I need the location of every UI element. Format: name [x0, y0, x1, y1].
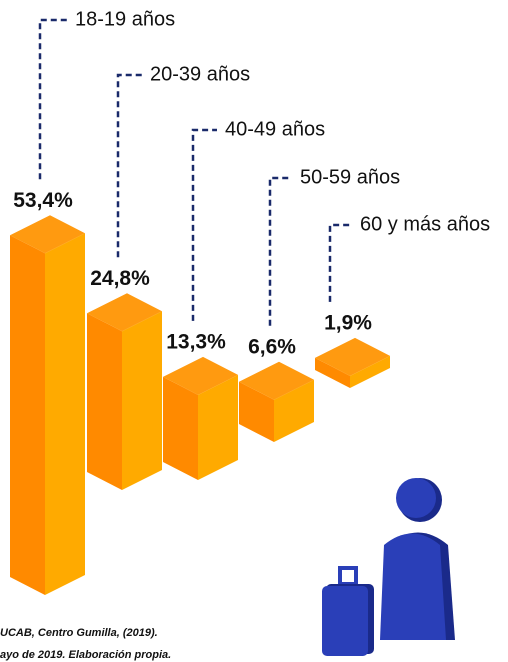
category-label: 20-39 años: [150, 63, 250, 85]
value-label: 1,9%: [324, 311, 372, 334]
category-label: 50-59 años: [300, 166, 400, 188]
value-label: 6,6%: [248, 335, 296, 358]
bar-left-face: [163, 377, 198, 480]
value-label: 24,8%: [90, 267, 150, 290]
bars: [10, 215, 390, 595]
source: UCAB, Centro Gumilla, (2019).: [0, 627, 158, 639]
leader-line: [118, 75, 142, 257]
category-label: 40-49 años: [225, 118, 325, 140]
bar-right-face: [45, 233, 85, 595]
source: ayo de 2019. Elaboración propia.: [0, 649, 171, 661]
leader-line: [330, 225, 352, 302]
category-label: 18-19 años: [75, 8, 175, 30]
traveler-icon: [322, 478, 455, 656]
category-label: 60 y más años: [360, 213, 490, 235]
leader-line: [270, 178, 292, 326]
value-label: 13,3%: [166, 330, 226, 353]
leader-line: [40, 20, 67, 179]
value-label: 53,4%: [13, 189, 73, 212]
bar-right-face: [122, 311, 162, 490]
chart: UCAB, Centro Gumilla, (2019). ayo de 201…: [0, 0, 508, 662]
bar-left-face: [87, 313, 122, 490]
leader-line: [193, 130, 217, 321]
bar-left-face: [10, 235, 45, 595]
